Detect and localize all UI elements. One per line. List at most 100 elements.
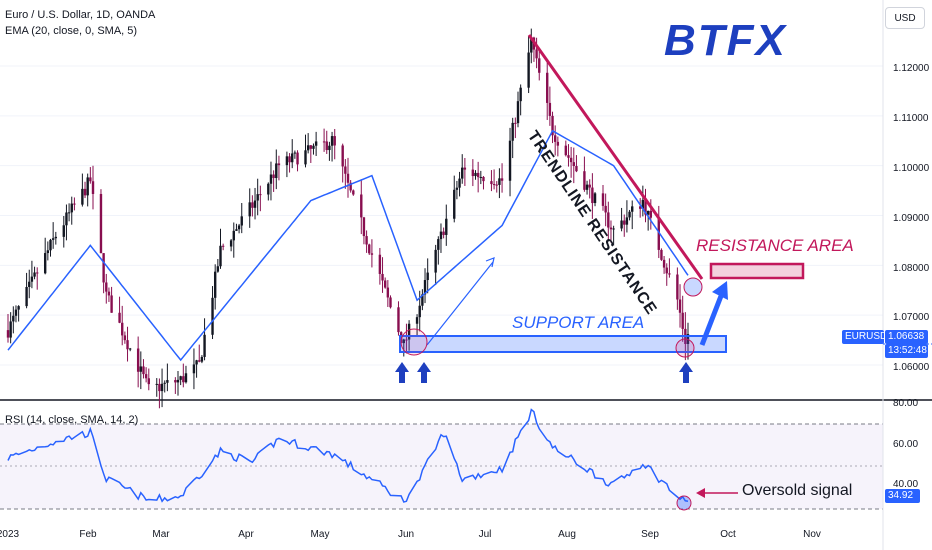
candle-body (107, 291, 111, 296)
candle-body (232, 230, 235, 241)
support-arrows (395, 362, 693, 383)
currency-button[interactable]: USD (885, 7, 925, 29)
candle-body (402, 339, 405, 344)
target-arrow (699, 295, 724, 346)
candle-body (360, 194, 363, 218)
candle-body (198, 360, 201, 362)
candle-body (142, 366, 145, 375)
candle-body (511, 122, 514, 141)
candle-body (548, 102, 552, 116)
support-area-box (399, 335, 727, 353)
y-tick: 1.07000 (893, 312, 930, 323)
candle-body (386, 287, 390, 298)
candle-body (625, 217, 629, 225)
x-tick: 2023 (0, 529, 20, 540)
candle-body (46, 250, 50, 254)
candle-body (668, 273, 671, 275)
candle-body (62, 225, 65, 237)
rsi-indicator-label[interactable]: RSI (14, close, SMA, 14, 2) (5, 414, 139, 426)
candle-body (591, 187, 594, 204)
candle-body (546, 72, 549, 103)
candle-body (399, 332, 403, 344)
candle-body (421, 294, 424, 306)
candle-body (631, 206, 634, 212)
candle-body (535, 49, 538, 59)
rsi-touch-circle (676, 495, 692, 511)
countdown-badge: 13:52:48 (885, 344, 928, 358)
candle-body (665, 267, 668, 274)
candle-body (453, 189, 456, 219)
candle-body (89, 177, 92, 182)
candle-body (572, 162, 575, 167)
candle-body (25, 286, 28, 307)
touch-circle-1 (400, 328, 428, 356)
rally-arrow-head (485, 257, 495, 268)
candle-body (285, 156, 289, 166)
candle-body (163, 382, 166, 384)
candle-body (110, 295, 113, 313)
candle-body (564, 145, 568, 156)
candle-body (681, 312, 684, 329)
support-area-label: SUPPORT AREA (512, 313, 645, 332)
candle-body (179, 376, 182, 380)
candle-body (583, 171, 586, 190)
candle-body (70, 203, 73, 213)
x-tick: Jun (397, 529, 415, 540)
candle-body (349, 182, 352, 191)
candle-body (418, 305, 421, 318)
ema-line (7, 129, 689, 362)
candle-body (628, 211, 631, 218)
candle-body (389, 297, 392, 308)
candle-body (325, 141, 328, 151)
candle-body (118, 312, 121, 323)
candle-body (200, 356, 204, 362)
candle-body (330, 136, 334, 146)
rsi-y-tick: 40.00 (893, 479, 919, 490)
candle-body (434, 249, 437, 273)
symbol-badge: EURUSD (842, 330, 887, 344)
candle-body (293, 152, 297, 154)
candle-body (33, 272, 36, 277)
candle-body (492, 184, 496, 186)
candle-body (126, 340, 129, 350)
candle-body (516, 101, 520, 124)
candle-body (445, 218, 448, 235)
candle-body (160, 383, 164, 392)
candle-body (644, 199, 647, 215)
candle-body (28, 281, 31, 287)
candle-body (601, 193, 605, 206)
candle-body (593, 193, 597, 204)
trendline-resistance (527, 34, 704, 280)
candle-body (219, 245, 222, 267)
candle-body (538, 58, 541, 73)
candle-body (158, 383, 161, 392)
chart-title: Euro / U.S. Dollar, 1D, OANDA (5, 9, 156, 21)
up-arrow-2 (417, 362, 431, 383)
candle-body (174, 380, 177, 383)
candle-body (235, 229, 238, 231)
candle-body (623, 220, 626, 225)
candle-body (479, 176, 483, 178)
candle-body (121, 322, 124, 336)
candle-body (458, 178, 461, 188)
candle-body (322, 141, 326, 143)
candle-body (65, 212, 68, 226)
candle-body (269, 174, 273, 184)
candle-body (73, 203, 76, 205)
touch-circle-2 (675, 338, 695, 358)
candle-body (378, 254, 382, 274)
candle-body (144, 374, 148, 379)
candle-body (123, 335, 127, 341)
candle-body (397, 307, 400, 333)
candle-body (288, 156, 291, 163)
ema-indicator-label[interactable]: EMA (20, close, 0, SMA, 5) (5, 25, 138, 37)
candle-body (213, 271, 217, 298)
candle-body (9, 321, 12, 338)
x-tick: Jul (478, 529, 492, 540)
oversold-label: Oversold signal (742, 482, 853, 499)
candle-body (500, 178, 504, 181)
candle-body (267, 183, 270, 195)
candle-body (620, 220, 623, 229)
candle-body (662, 259, 666, 268)
candle-body (553, 135, 557, 142)
